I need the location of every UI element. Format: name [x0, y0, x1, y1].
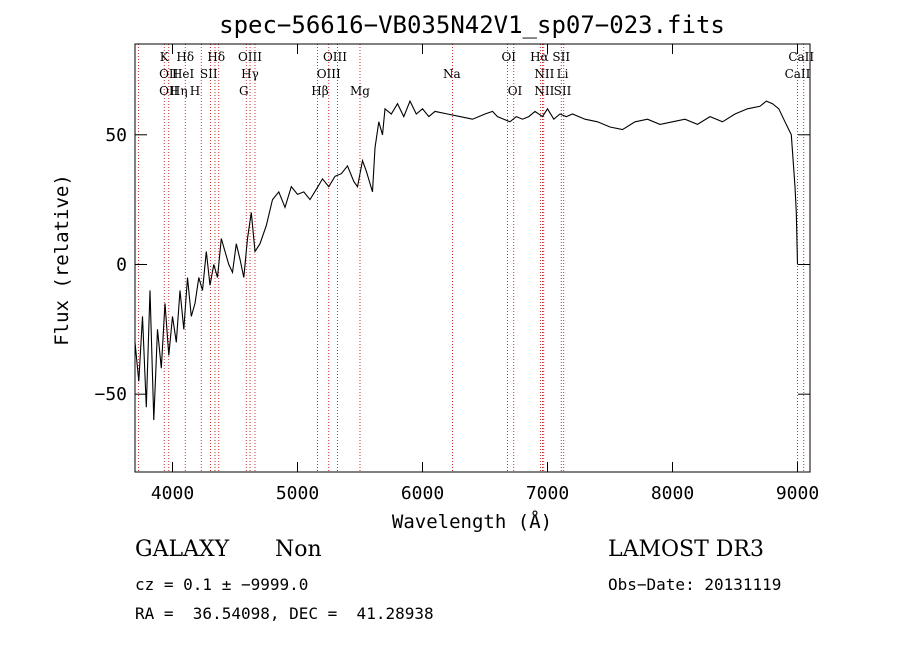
x-tick-label: 5000: [276, 483, 319, 504]
line-annotation-label: Hβ: [311, 84, 328, 98]
line-annotation-label: SII: [200, 67, 218, 81]
line-annotation-label: OII: [159, 67, 179, 81]
line-annotation-label: Li: [557, 67, 569, 81]
y-tick-label: −50: [94, 384, 127, 405]
line-annotation-label: OI: [508, 84, 523, 98]
line-annotation-label: Na: [443, 67, 461, 81]
line-annotation-label: G: [239, 84, 249, 98]
x-axis-label: Wavelength (Å): [392, 510, 552, 533]
redshift-line: cz = 0.1 ± −9999.0: [135, 575, 309, 594]
line-annotation-label: CaII: [788, 50, 814, 64]
line-annotation-label: NII: [534, 84, 554, 98]
line-annotation-label: K: [160, 50, 170, 64]
line-annotation-label: OIII: [317, 67, 341, 81]
line-annotation-label: Mg: [350, 84, 370, 98]
y-tick-label: 0: [116, 254, 127, 275]
series-line-flux: [134, 99, 799, 421]
line-annotation-label: HeI: [172, 67, 195, 81]
x-axis: 4000 5000 6000 7000 8000 9000: [151, 44, 819, 504]
y-tick-label: 50: [105, 125, 127, 146]
line-annotation-label: Hδ: [207, 50, 225, 64]
line-annotation-label: NII: [534, 67, 554, 81]
coordinates: RA = 36.54098, DEC = 41.28938: [135, 604, 434, 623]
y-axis-label: Flux (relative): [51, 174, 73, 346]
chart-title: spec−56616−VB035N42V1_sp07−023.fits: [219, 11, 725, 39]
x-tick-label: 8000: [651, 483, 694, 504]
plot-frame: [134, 43, 811, 473]
line-annotation-label: SII: [552, 50, 570, 64]
line-annotation-label: SII: [554, 84, 572, 98]
series-flux: [134, 99, 799, 421]
line-annotation-label: OI: [501, 50, 516, 64]
x-tick-label: 6000: [401, 483, 444, 504]
line-annotation-label: H: [190, 84, 200, 98]
x-tick-label: 4000: [151, 483, 194, 504]
line-annotation-label: Hγ: [241, 67, 259, 81]
x-tick-label: 7000: [526, 483, 569, 504]
survey-name: LAMOST DR3: [608, 537, 764, 562]
obs-date: Obs−Date: 20131119: [608, 575, 782, 594]
line-annotation-label: Hα: [530, 50, 549, 64]
object-class: GALAXY: [135, 537, 230, 562]
line-annotation-label: OIII: [238, 50, 262, 64]
line-annotation-label: Hδ: [176, 50, 194, 64]
line-annotation-label: OII: [159, 84, 179, 98]
line-annotation-label: Hη: [170, 84, 188, 98]
x-tick-label: 9000: [776, 483, 819, 504]
spectral-line-markers: [137, 44, 805, 472]
y-axis: −50 0 50: [94, 125, 810, 405]
object-subclass: Non: [275, 537, 322, 562]
line-annotation-label: OIII: [323, 50, 347, 64]
line-annotation-label: CaII: [785, 67, 811, 81]
